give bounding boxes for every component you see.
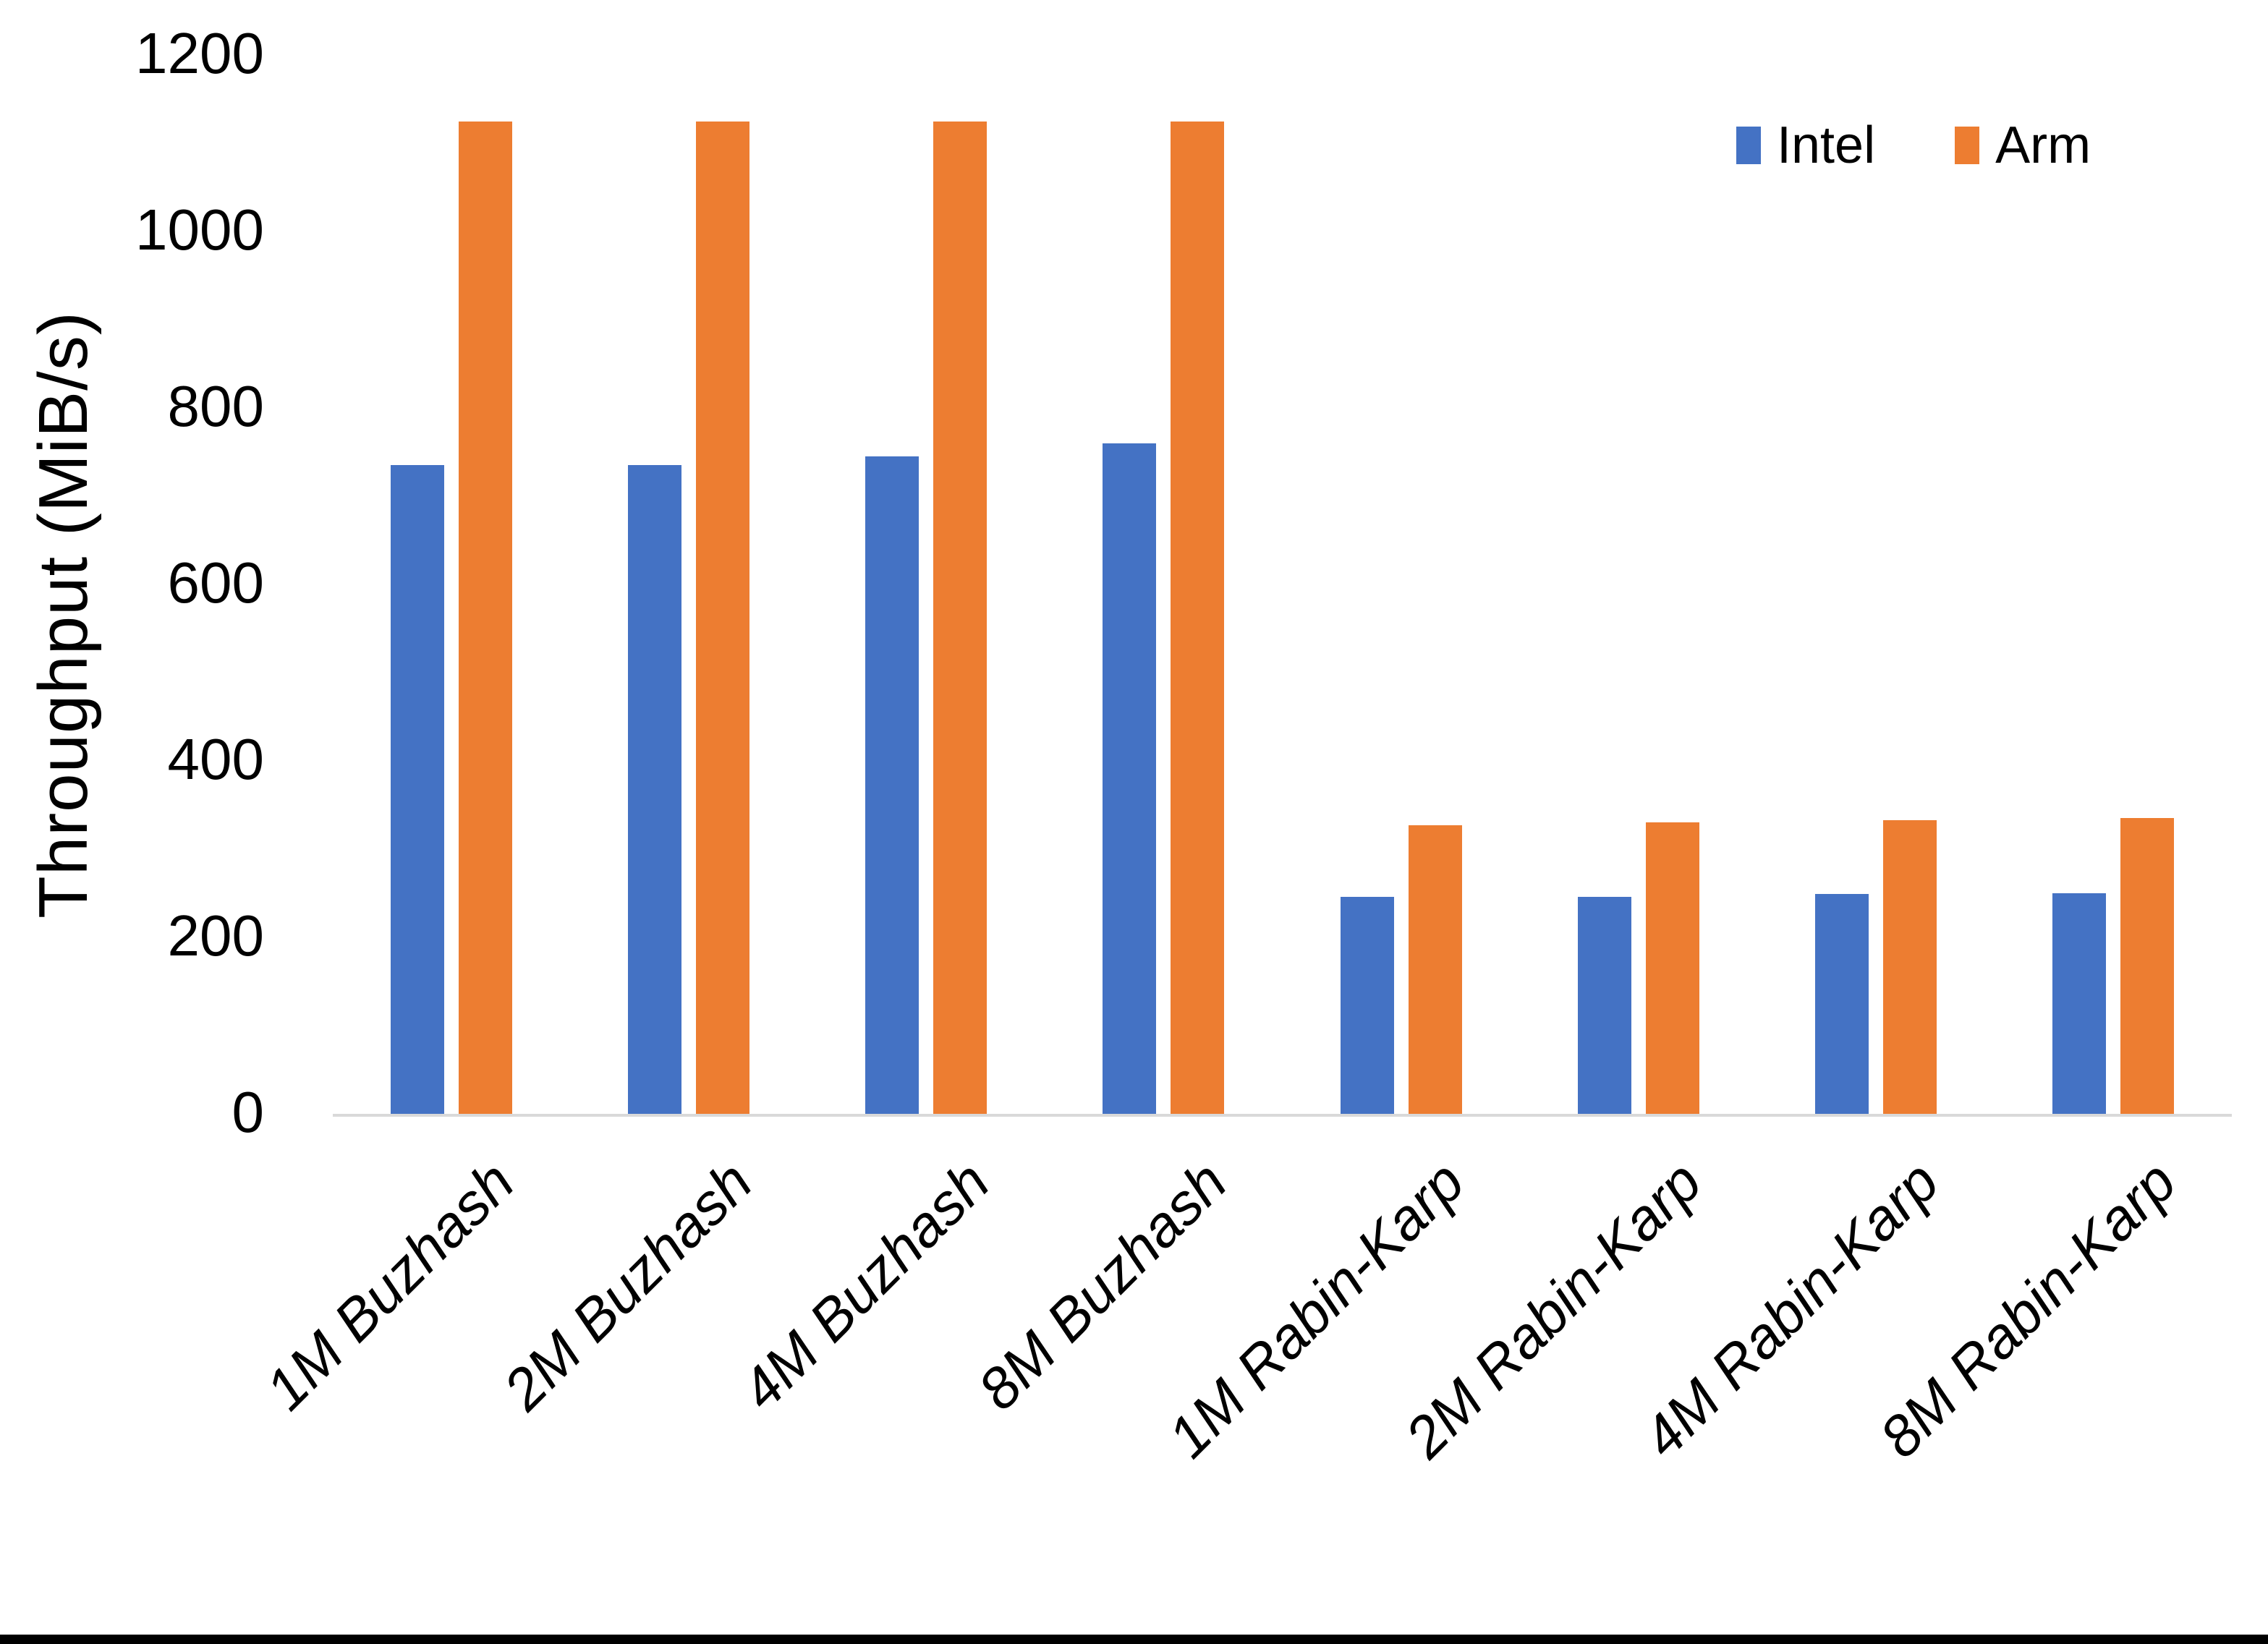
x-tick-label: 1M Buzhash bbox=[253, 1149, 527, 1423]
bar-intel-1 bbox=[391, 465, 445, 1114]
bar-group bbox=[1103, 55, 1225, 1114]
legend-item-arm: Arm bbox=[1955, 116, 2091, 175]
bar-intel-6 bbox=[1577, 896, 1631, 1114]
y-tick-label: 1200 bbox=[135, 21, 264, 86]
bar-intel-4 bbox=[1103, 443, 1157, 1114]
bar-intel-3 bbox=[865, 456, 919, 1114]
legend-item-intel: Intel bbox=[1736, 116, 1875, 175]
legend: Intel Arm bbox=[1736, 116, 2091, 175]
bar-arm-6 bbox=[1645, 822, 1699, 1114]
bar-arm-8 bbox=[2120, 818, 2174, 1114]
bar-intel-5 bbox=[1340, 896, 1394, 1114]
y-tick-label: 600 bbox=[167, 550, 264, 616]
bar-arm-3 bbox=[933, 121, 988, 1114]
bottom-border bbox=[0, 1635, 2268, 1644]
y-tick-label: 200 bbox=[167, 903, 264, 968]
bar-group bbox=[628, 55, 750, 1114]
bar-group bbox=[1814, 55, 1937, 1114]
y-axis-tick-labels: 0 200 400 600 800 1000 1200 bbox=[0, 0, 264, 1644]
bar-intel-7 bbox=[1814, 894, 1869, 1114]
arm-series-swatch-icon bbox=[1955, 127, 1980, 164]
y-tick-label: 400 bbox=[167, 727, 264, 792]
bar-group bbox=[391, 55, 513, 1114]
bar-arm-1 bbox=[459, 121, 513, 1114]
legend-label-intel: Intel bbox=[1777, 116, 1876, 174]
bar-group bbox=[865, 55, 988, 1114]
intel-series-swatch-icon bbox=[1736, 127, 1761, 164]
bar-group bbox=[2052, 55, 2174, 1114]
bar-intel-8 bbox=[2052, 893, 2106, 1114]
bar-arm-4 bbox=[1171, 121, 1225, 1114]
bar-arm-2 bbox=[696, 121, 750, 1114]
legend-label-arm: Arm bbox=[1995, 116, 2091, 174]
x-tick-label: 4M Buzhash bbox=[728, 1149, 1001, 1423]
x-tick-label: 2M Buzhash bbox=[490, 1149, 764, 1423]
bar-arm-7 bbox=[1882, 819, 1937, 1114]
bar-group bbox=[1577, 55, 1699, 1114]
bar-arm-5 bbox=[1408, 825, 1462, 1114]
y-tick-label: 800 bbox=[167, 374, 264, 439]
plot-area bbox=[333, 55, 2232, 1117]
bar-group bbox=[1340, 55, 1462, 1114]
bar-intel-2 bbox=[628, 465, 682, 1114]
y-tick-label: 1000 bbox=[135, 197, 264, 263]
y-tick-label: 0 bbox=[232, 1080, 265, 1145]
